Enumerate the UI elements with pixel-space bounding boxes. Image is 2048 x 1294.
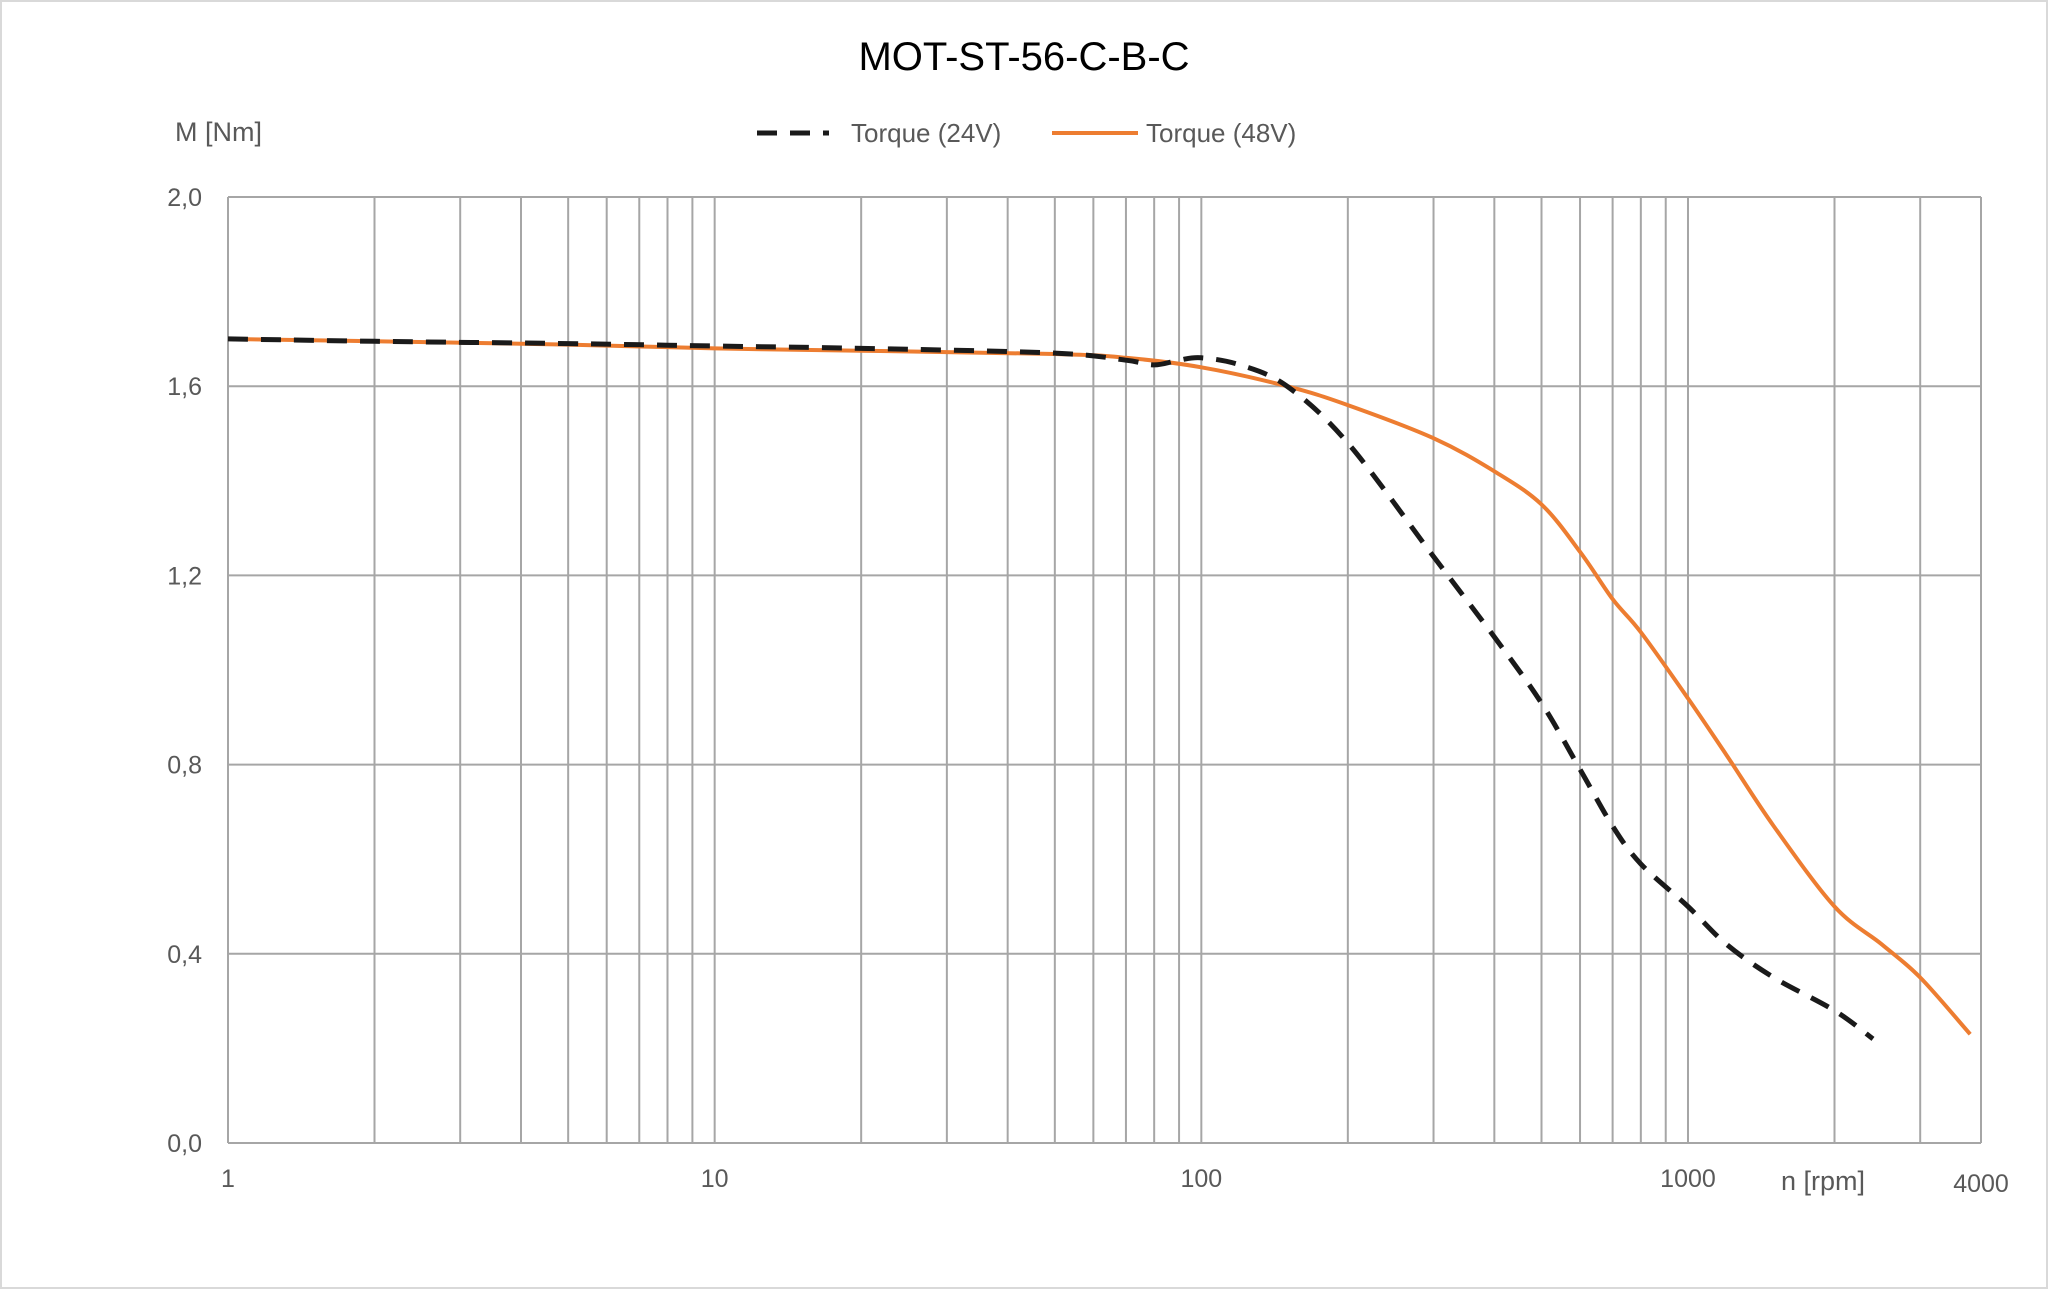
y-tick-label: 1,6 <box>167 373 202 401</box>
x-tick-label: 1 <box>221 1165 235 1193</box>
tick-labels: 0,0 0,4 0,8 1,2 1,6 2,0 1 10 100 1000 4000 <box>167 184 2009 1198</box>
y-axis-label: M [Nm] <box>175 117 262 147</box>
series-lines <box>227 336 1972 1041</box>
x-axis-label: n [rpm] <box>1781 1166 1865 1196</box>
series-line-24v <box>227 336 1875 1041</box>
legend-label: Torque (48V) <box>1146 118 1296 148</box>
legend-label: Torque (24V) <box>851 118 1001 148</box>
x-tick-label: 1000 <box>1660 1165 1716 1193</box>
y-tick-label: 0,4 <box>167 941 202 969</box>
y-tick-label: 0,8 <box>167 752 202 780</box>
y-tick-label: 2,0 <box>167 184 202 212</box>
x-tick-label: 4000 <box>1953 1170 2009 1198</box>
legend: Torque (24V) Torque (48V) <box>757 118 1296 148</box>
x-tick-label: 100 <box>1180 1165 1222 1193</box>
x-tick-label: 10 <box>701 1165 729 1193</box>
grid <box>227 196 1982 1144</box>
y-tick-label: 1,2 <box>167 562 202 590</box>
chart-title: MOT-ST-56-C-B-C <box>858 35 1189 79</box>
y-tick-label: 0,0 <box>167 1130 202 1158</box>
